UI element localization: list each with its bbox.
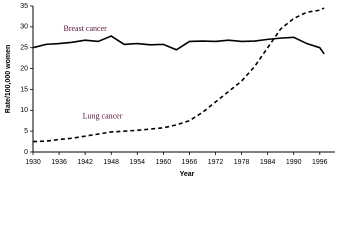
y-tick-label: 20 (20, 65, 28, 72)
series-line (32, 7, 325, 143)
y-tick-label: 35 (20, 3, 28, 10)
y-axis-title: Rate/100,000 women (5, 45, 12, 113)
x-tick-label: 1972 (208, 159, 224, 166)
x-tick-label: 1930 (25, 159, 41, 166)
x-tick-label: 1990 (286, 159, 302, 166)
y-tick-label: 15 (20, 86, 28, 93)
x-tick-label: 1996 (312, 159, 328, 166)
y-tick-label: 5 (24, 128, 28, 135)
series-label: Lung cancer (83, 111, 123, 120)
x-tick-label: 1948 (103, 159, 119, 166)
y-tick-label: 0 (24, 149, 28, 156)
x-tick-label: 1978 (234, 159, 250, 166)
y-tick-label: 10 (20, 107, 28, 114)
x-tick-label: 1960 (156, 159, 172, 166)
x-tick-label: 1936 (51, 159, 67, 166)
y-tick-label: 30 (20, 24, 28, 31)
x-tick-label: 1954 (129, 159, 145, 166)
x-tick-label: 1942 (77, 159, 93, 166)
x-axis-title: Year (180, 171, 195, 178)
y-tick-label: 25 (20, 45, 28, 52)
series-label: Breast cancer (63, 24, 107, 33)
x-tick-label: 1984 (260, 159, 276, 166)
series-line (32, 35, 325, 55)
x-tick-label: 1966 (182, 159, 198, 166)
chart: Year Rate/100,000 women 0 5 10 15 20 25 30 35 19… (5, 3, 335, 178)
